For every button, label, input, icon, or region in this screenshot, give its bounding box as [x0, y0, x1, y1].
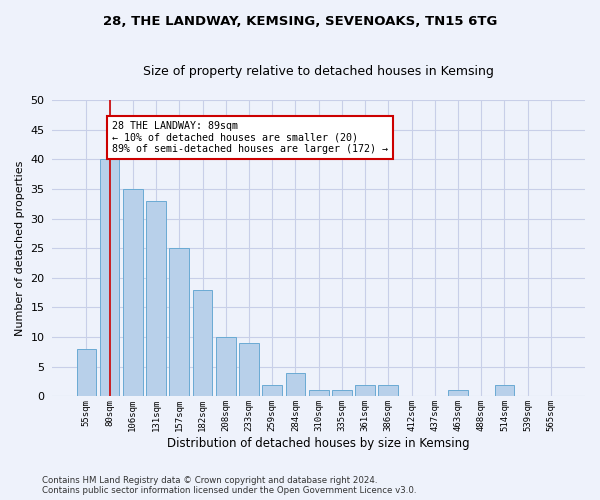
Bar	[494, 384, 514, 396]
Bar	[262, 384, 282, 396]
Bar	[77, 349, 96, 397]
Bar	[216, 337, 236, 396]
Bar	[448, 390, 468, 396]
Text: 28 THE LANDWAY: 89sqm
← 10% of detached houses are smaller (20)
89% of semi-deta: 28 THE LANDWAY: 89sqm ← 10% of detached …	[112, 120, 388, 154]
Bar	[169, 248, 189, 396]
Bar	[100, 160, 119, 396]
Bar	[193, 290, 212, 397]
Text: 28, THE LANDWAY, KEMSING, SEVENOAKS, TN15 6TG: 28, THE LANDWAY, KEMSING, SEVENOAKS, TN1…	[103, 15, 497, 28]
Text: Contains HM Land Registry data © Crown copyright and database right 2024.
Contai: Contains HM Land Registry data © Crown c…	[42, 476, 416, 495]
Bar	[332, 390, 352, 396]
Bar	[123, 189, 143, 396]
Bar	[239, 343, 259, 396]
Bar	[309, 390, 329, 396]
X-axis label: Distribution of detached houses by size in Kemsing: Distribution of detached houses by size …	[167, 437, 470, 450]
Bar	[146, 201, 166, 396]
Bar	[286, 372, 305, 396]
Title: Size of property relative to detached houses in Kemsing: Size of property relative to detached ho…	[143, 65, 494, 78]
Bar	[379, 384, 398, 396]
Y-axis label: Number of detached properties: Number of detached properties	[15, 160, 25, 336]
Bar	[355, 384, 375, 396]
